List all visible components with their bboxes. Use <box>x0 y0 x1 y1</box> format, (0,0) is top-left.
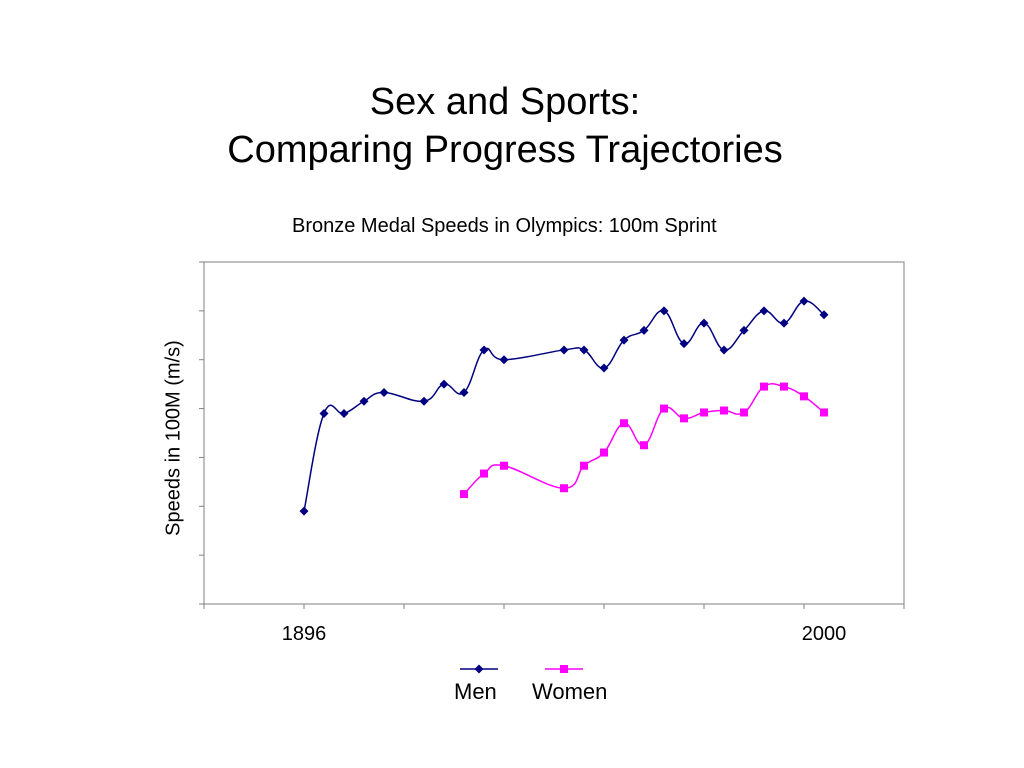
data-point-women <box>580 461 588 470</box>
data-point-men <box>499 355 509 365</box>
data-point-women <box>480 469 488 478</box>
data-point-women <box>720 406 728 415</box>
data-point-men <box>379 387 389 397</box>
data-point-men <box>679 339 689 349</box>
data-point-men <box>819 310 829 320</box>
data-point-men <box>619 335 629 345</box>
data-point-men <box>479 345 489 355</box>
data-point-women <box>700 408 708 417</box>
legend-marker-men <box>474 664 484 674</box>
x-tick-label: 2000 <box>802 623 847 645</box>
slide-title-line1: Sex and Sports: <box>369 81 641 123</box>
data-point-men <box>319 408 329 418</box>
data-point-men <box>579 345 589 355</box>
data-point-men <box>719 345 729 355</box>
data-point-men <box>419 396 429 406</box>
data-point-women <box>800 392 808 401</box>
data-point-women <box>460 490 468 499</box>
data-point-women <box>560 484 568 493</box>
data-point-women <box>620 419 628 428</box>
data-point-men <box>339 408 349 418</box>
data-point-men <box>439 379 449 389</box>
x-tick-label: 1896 <box>282 623 327 645</box>
chart-title: Bronze Medal Speeds in Olympics: 100m Sp… <box>292 215 717 237</box>
data-point-men <box>739 325 749 335</box>
data-point-women <box>600 448 608 457</box>
data-point-men <box>559 345 569 355</box>
data-point-men <box>759 306 769 316</box>
legend-label-men: Men <box>454 679 497 704</box>
data-point-men <box>659 306 669 316</box>
legend-marker-women <box>560 665 568 673</box>
slide-title-line2: Comparing Progress Trajectories <box>227 129 783 171</box>
slide-title: Sex and Sports: Comparing Progress Traje… <box>0 78 1010 174</box>
data-point-men <box>299 506 309 516</box>
data-point-women <box>660 404 668 413</box>
data-point-women <box>780 382 788 391</box>
data-point-women <box>820 408 828 417</box>
data-point-men <box>459 387 469 397</box>
legend-label-women: Women <box>532 679 608 704</box>
series-line-women <box>463 383 825 495</box>
data-point-men <box>599 363 609 373</box>
data-point-women <box>760 382 768 391</box>
data-point-men <box>799 296 809 306</box>
data-point-men <box>779 318 789 328</box>
plot-frame <box>203 261 905 605</box>
data-point-men <box>639 325 649 335</box>
data-point-women <box>740 408 748 417</box>
data-point-men <box>699 318 709 328</box>
data-point-women <box>680 414 688 423</box>
data-point-men <box>359 396 369 406</box>
data-point-women <box>640 441 648 450</box>
data-point-women <box>500 461 508 470</box>
